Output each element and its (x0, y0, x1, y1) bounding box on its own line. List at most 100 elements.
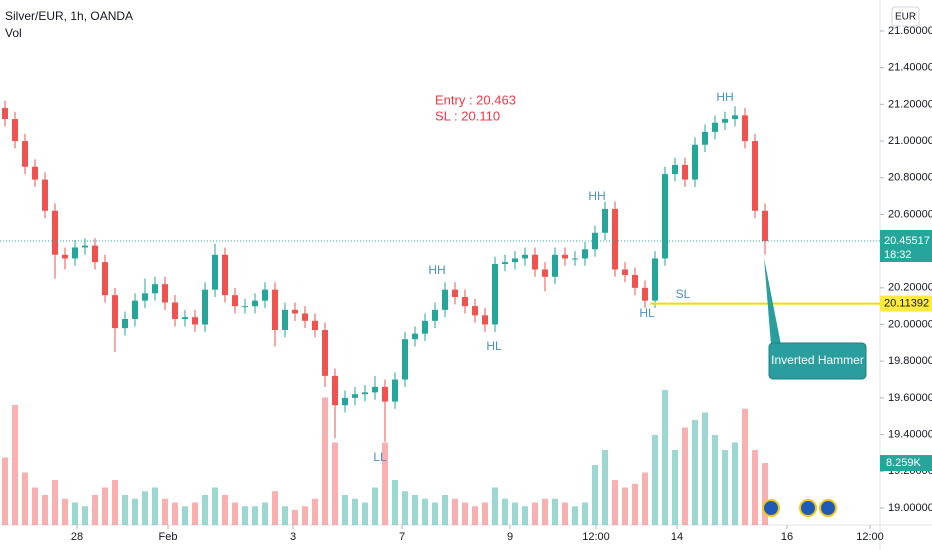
volume-bar (462, 502, 468, 525)
volume-bar (412, 495, 418, 525)
candle-body (252, 300, 258, 307)
candle-body (152, 284, 158, 294)
candle-body (12, 119, 18, 142)
volume-bar (432, 502, 438, 525)
candle-body (272, 289, 278, 331)
volume-value-label: 8.259K (886, 457, 922, 469)
volume-bar (722, 450, 728, 525)
candle-body (162, 284, 168, 303)
candle-body (232, 295, 238, 307)
candle-body (42, 179, 48, 211)
current-price-box (880, 230, 932, 263)
candle-body (542, 269, 548, 277)
y-tick-label: 20.00000 (888, 318, 932, 330)
candle-body (412, 333, 418, 340)
volume-bar (562, 502, 568, 525)
volume-bar (702, 412, 708, 525)
event-icon[interactable] (762, 499, 780, 517)
candle-body (602, 208, 608, 233)
volume-bar (322, 397, 328, 525)
candle-body (702, 131, 708, 145)
volume-bar (482, 502, 488, 525)
candle-body (532, 254, 538, 270)
volume-bar (192, 502, 198, 525)
candle-body (2, 108, 8, 120)
volume-bar (642, 472, 648, 525)
volume-bar (32, 487, 38, 525)
candle-body (652, 258, 658, 301)
volume-bar (42, 495, 48, 525)
candle-body (132, 300, 138, 319)
pattern-label: HL (639, 306, 655, 320)
volume-bar (12, 405, 18, 525)
volume-bar (112, 480, 118, 525)
volume-bar (62, 498, 68, 525)
volume-bar (262, 502, 268, 525)
countdown-label: 18:32 (884, 249, 912, 261)
x-tick-label: 7 (399, 531, 405, 543)
event-icon[interactable] (819, 499, 837, 517)
candle-body (672, 164, 678, 175)
volume-bar (612, 480, 618, 525)
volume-bar (72, 502, 78, 525)
volume-bar (372, 487, 378, 525)
volume-bar (142, 491, 148, 525)
volume-bar (2, 457, 8, 525)
y-tick-label: 19.40000 (888, 428, 932, 440)
candle-body (402, 339, 408, 380)
volume-bar (402, 491, 408, 525)
x-tick-label: 12:00 (856, 531, 884, 543)
pattern-label: HH (588, 189, 605, 203)
volume-value-box (880, 455, 932, 472)
volume-bar (202, 495, 208, 525)
volume-bar (472, 506, 478, 525)
candle-body (762, 210, 768, 242)
candle-body (442, 289, 448, 310)
y-tick-label: 21.20000 (888, 98, 932, 110)
volume-bar (382, 442, 388, 525)
trade-note: SL : 20.110 (435, 108, 500, 123)
y-tick-label: 20.60000 (888, 208, 932, 220)
volume-bar (522, 506, 528, 525)
y-tick-label: 21.40000 (888, 62, 932, 74)
volume-bar (392, 480, 398, 525)
candle-body (202, 289, 208, 325)
current-price-label: 20.45517 (884, 235, 930, 247)
candle-body (642, 287, 648, 301)
pattern-label: SL (676, 287, 691, 301)
volume-bar (362, 502, 368, 525)
volume-bar (102, 487, 108, 525)
volume-bar (252, 506, 258, 525)
volume-bar (592, 465, 598, 525)
volume-bar (762, 463, 768, 525)
volume-bar (232, 502, 238, 525)
candle-body (452, 289, 458, 297)
candle-body (72, 247, 78, 259)
volume-bar (52, 480, 58, 525)
candle-body (632, 274, 638, 288)
currency-button[interactable] (891, 6, 920, 27)
pattern-label: HH (716, 90, 733, 104)
volume-bar (532, 502, 538, 525)
candle-body (212, 254, 218, 290)
volume-bar (512, 502, 518, 525)
volume-bar (122, 495, 128, 525)
volume-bar (672, 450, 678, 525)
candle-body (122, 318, 128, 329)
candle-body (382, 386, 388, 402)
candle-body (752, 141, 758, 211)
candle-body (342, 397, 348, 406)
sl-price-label: 20.11392 (884, 298, 929, 310)
event-icons (762, 499, 837, 517)
volume-bar (302, 506, 308, 525)
volume-bar (282, 506, 288, 525)
callout-text: Inverted Hammer (771, 353, 864, 367)
volume-bar (712, 435, 718, 525)
volume-bar (552, 498, 558, 525)
y-tick-label: 21.00000 (888, 135, 932, 147)
candle-body (142, 293, 148, 301)
candle-body (722, 119, 728, 123)
event-icon[interactable] (799, 499, 817, 517)
